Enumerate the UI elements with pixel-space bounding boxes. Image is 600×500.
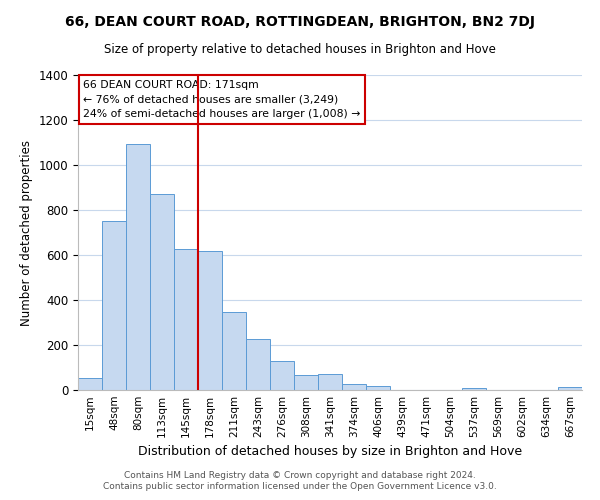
Bar bbox=[366, 386, 390, 390]
Text: Contains public sector information licensed under the Open Government Licence v3: Contains public sector information licen… bbox=[103, 482, 497, 491]
Bar bbox=[150, 194, 174, 390]
Text: Size of property relative to detached houses in Brighton and Hove: Size of property relative to detached ho… bbox=[104, 42, 496, 56]
Bar bbox=[78, 378, 102, 390]
Y-axis label: Number of detached properties: Number of detached properties bbox=[20, 140, 33, 326]
Text: 66 DEAN COURT ROAD: 171sqm
← 76% of detached houses are smaller (3,249)
24% of s: 66 DEAN COURT ROAD: 171sqm ← 76% of deta… bbox=[83, 80, 361, 120]
Bar bbox=[294, 376, 318, 390]
Bar bbox=[318, 374, 342, 390]
Bar bbox=[102, 221, 126, 390]
Text: Contains HM Land Registry data © Crown copyright and database right 2024.: Contains HM Land Registry data © Crown c… bbox=[124, 471, 476, 480]
Bar bbox=[222, 312, 246, 390]
Text: 66, DEAN COURT ROAD, ROTTINGDEAN, BRIGHTON, BN2 7DJ: 66, DEAN COURT ROAD, ROTTINGDEAN, BRIGHT… bbox=[65, 15, 535, 29]
Bar bbox=[558, 386, 582, 390]
Bar bbox=[174, 250, 198, 390]
X-axis label: Distribution of detached houses by size in Brighton and Hove: Distribution of detached houses by size … bbox=[138, 446, 522, 458]
Bar bbox=[126, 144, 150, 390]
Bar bbox=[246, 340, 270, 390]
Bar bbox=[342, 384, 366, 390]
Bar bbox=[462, 388, 486, 390]
Bar bbox=[270, 361, 294, 390]
Bar bbox=[198, 250, 222, 390]
